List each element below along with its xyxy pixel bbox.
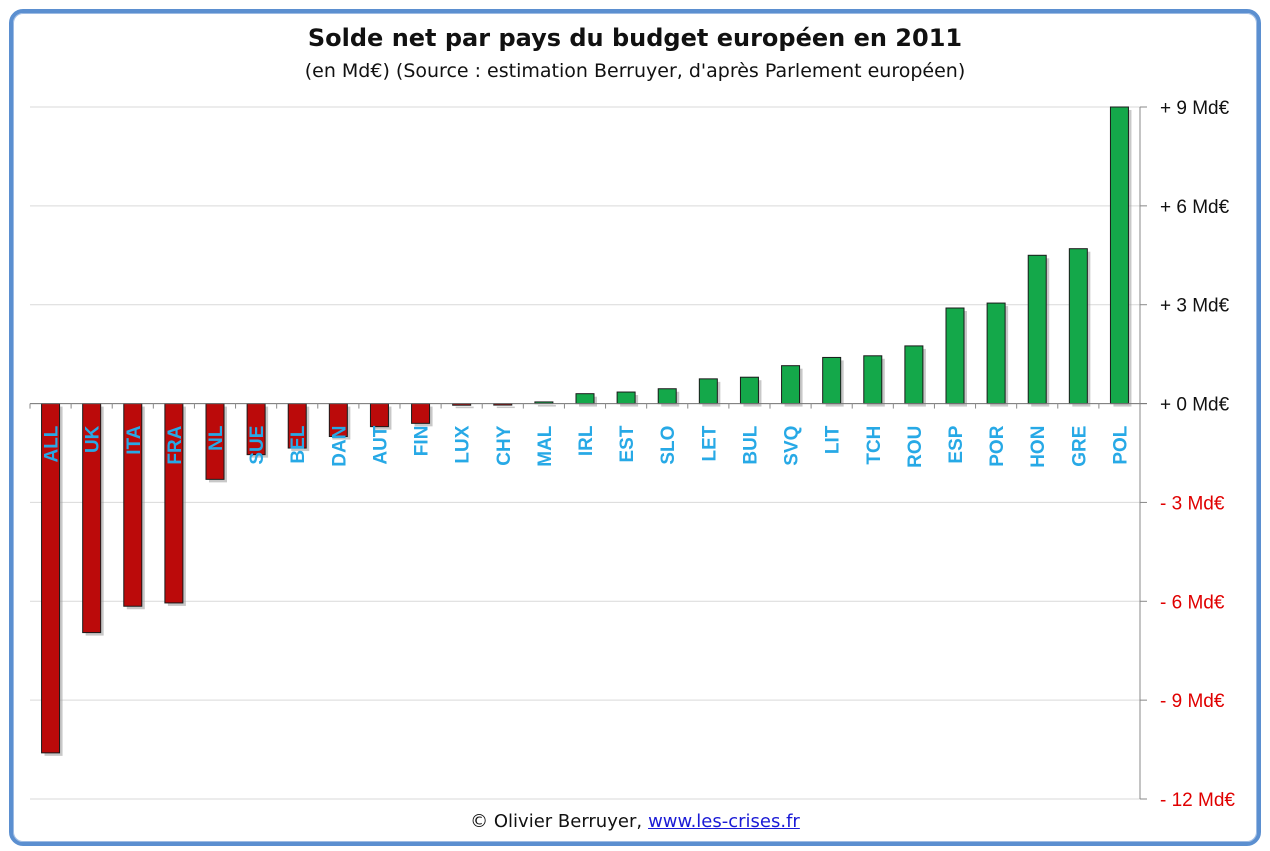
x-category-label: FRA (165, 425, 186, 464)
bar-shadow (496, 406, 515, 409)
x-category-label: LIT (823, 425, 844, 454)
x-category-label: SVQ (782, 426, 803, 466)
y-tick-label: - 9 Md€ (1160, 691, 1225, 712)
x-category-label: SLO (658, 426, 679, 465)
footer: © Olivier Berruyer, www.les-crises.fr (0, 811, 1270, 832)
copyright-text: © Olivier Berruyer, (470, 811, 643, 832)
bar-shadow (537, 404, 556, 407)
x-category-label: FIN (412, 426, 433, 457)
y-tick-label: + 9 Md€ (1160, 98, 1230, 119)
chart-title: Solde net par pays du budget européen en… (307, 24, 963, 52)
x-category-label: POL (1110, 425, 1131, 464)
chart-subtitle: (en Md€) (Source : estimation Berruyer, … (304, 60, 966, 82)
bar (822, 356, 842, 405)
bar (1027, 254, 1047, 405)
x-category-label: LUX (453, 425, 474, 463)
x-category-label: EST (617, 425, 638, 462)
y-tick-label: + 0 Md€ (1160, 395, 1230, 416)
x-category-label: AUT (370, 425, 391, 464)
y-tick-label: + 3 Md€ (1160, 296, 1230, 317)
bar (781, 365, 801, 405)
bar (575, 393, 595, 405)
bar (657, 388, 677, 405)
x-category-label: ESP (946, 425, 967, 463)
x-category-label: BEL (288, 425, 309, 463)
x-category-label: GRE (1069, 426, 1090, 467)
x-category-label: ALL (42, 425, 63, 462)
bar (945, 307, 965, 405)
bar (698, 378, 718, 405)
x-category-label: BUL (740, 425, 761, 464)
x-category-label: LET (699, 425, 720, 461)
x-category-label: SUE (247, 426, 268, 465)
x-category-label: MAL (535, 425, 556, 467)
bar (739, 376, 759, 405)
bar (904, 345, 924, 405)
x-category-label: POR (987, 425, 1008, 466)
bar (616, 391, 636, 405)
website-link[interactable]: www.les-crises.fr (648, 811, 800, 832)
y-tick-label: - 3 Md€ (1160, 493, 1225, 514)
x-category-label: HON (1028, 426, 1049, 468)
bar (986, 302, 1006, 405)
x-category-label: IRL (576, 425, 597, 456)
y-tick-label: - 6 Md€ (1160, 592, 1225, 613)
x-category-label: TCH (864, 426, 885, 465)
bar-shadow (455, 406, 474, 409)
bar (863, 355, 883, 405)
y-tick-label: - 12 Md€ (1160, 790, 1235, 811)
bar (411, 403, 431, 424)
x-category-label: ITA (124, 425, 145, 454)
bar (1109, 106, 1129, 405)
x-category-label: UK (83, 425, 104, 453)
y-tick-label: + 6 Md€ (1160, 197, 1230, 218)
bar (369, 403, 389, 428)
x-category-label: NL (206, 425, 227, 451)
bar (1068, 248, 1088, 405)
x-category-label: ROU (905, 426, 926, 468)
x-category-label: DAN (329, 426, 350, 467)
x-category-label: CHY (494, 425, 515, 465)
